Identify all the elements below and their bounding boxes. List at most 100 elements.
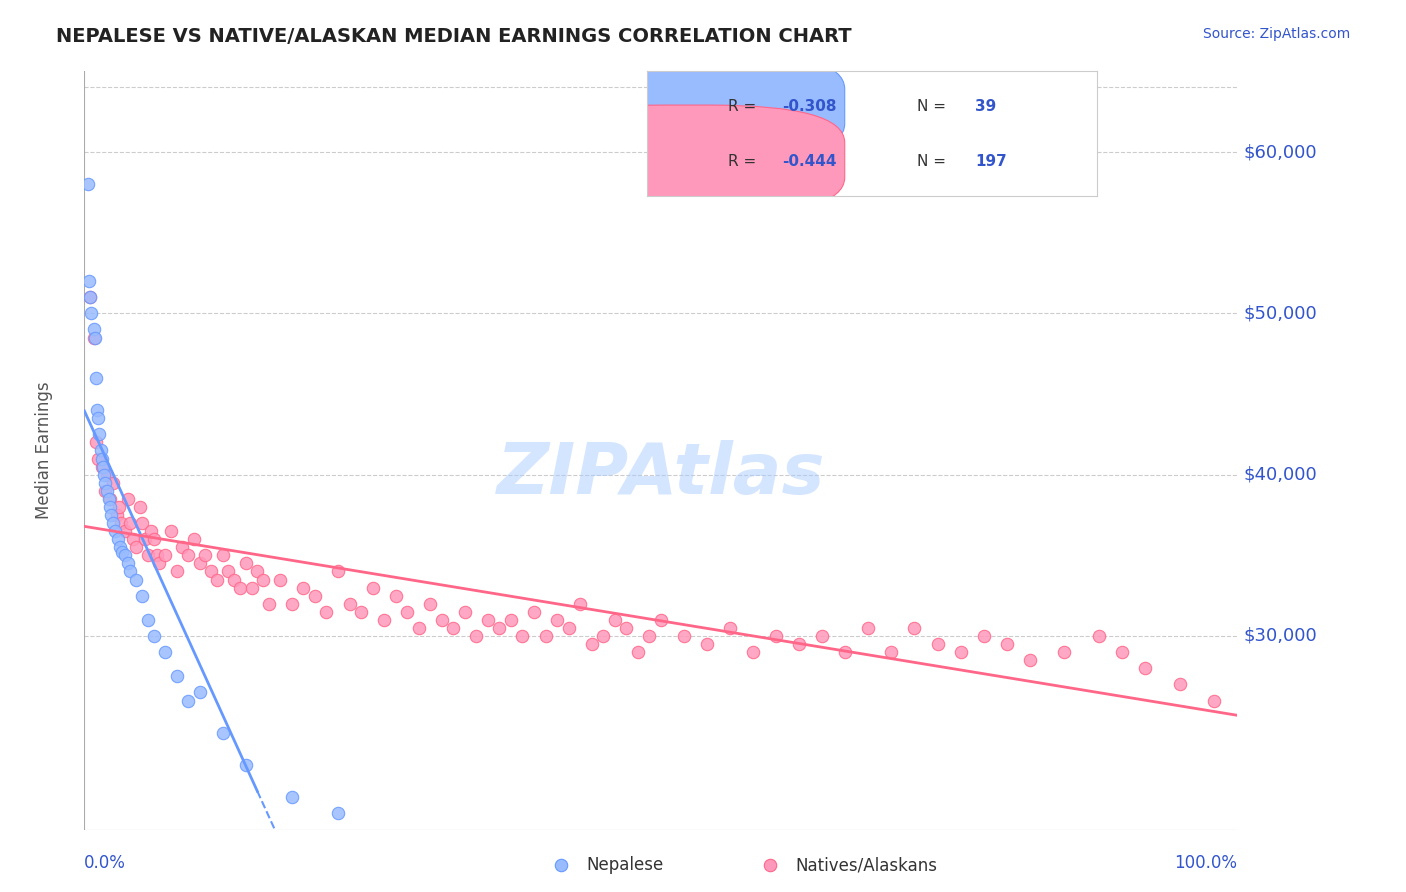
Text: 0.0%: 0.0%	[84, 854, 127, 871]
Point	[205, 573, 228, 587]
Point	[114, 524, 136, 538]
Point	[557, 621, 579, 635]
Point	[103, 516, 124, 530]
Text: N =: N =	[917, 153, 950, 169]
Text: Source: ZipAtlas.com: Source: ZipAtlas.com	[1202, 27, 1350, 41]
Point	[121, 532, 143, 546]
Point	[326, 806, 349, 821]
Point	[110, 516, 132, 530]
Point	[430, 613, 453, 627]
Point	[107, 532, 129, 546]
Point	[361, 581, 384, 595]
Point	[79, 290, 101, 304]
Point	[218, 565, 240, 579]
Point	[742, 645, 765, 659]
FancyBboxPatch shape	[530, 105, 845, 215]
Point	[188, 557, 211, 571]
Point	[89, 427, 111, 442]
Text: R =: R =	[728, 99, 761, 114]
Point	[534, 629, 557, 643]
Point	[903, 621, 925, 635]
Point	[603, 613, 626, 627]
Point	[125, 573, 148, 587]
Point	[627, 645, 650, 659]
Point	[153, 549, 176, 563]
Point	[1133, 661, 1156, 675]
Point	[858, 621, 880, 635]
Point	[638, 629, 661, 643]
Point	[1018, 653, 1040, 667]
Point	[396, 605, 419, 619]
Point	[229, 581, 252, 595]
Point	[98, 491, 121, 506]
Point	[117, 491, 139, 506]
Point	[120, 565, 142, 579]
Point	[1168, 677, 1191, 691]
Point	[111, 545, 134, 559]
Point	[326, 565, 349, 579]
Point	[136, 549, 159, 563]
Point	[96, 483, 118, 498]
Point	[384, 589, 406, 603]
Point	[166, 669, 188, 683]
Point	[787, 637, 810, 651]
Text: $30,000: $30,000	[1243, 627, 1317, 645]
Point	[488, 621, 510, 635]
Point	[581, 637, 603, 651]
Point	[240, 581, 263, 595]
Point	[97, 491, 120, 506]
Point	[269, 573, 291, 587]
Point	[183, 532, 205, 546]
Point	[252, 573, 274, 587]
Point	[211, 549, 233, 563]
Point	[153, 645, 176, 659]
Point	[408, 621, 430, 635]
Point	[246, 565, 269, 579]
Point	[973, 629, 995, 643]
Point	[172, 541, 194, 555]
Point	[83, 330, 105, 344]
Text: -0.308: -0.308	[782, 99, 837, 114]
Point	[87, 411, 110, 425]
Point	[105, 508, 128, 522]
Point	[1111, 645, 1133, 659]
Point	[79, 290, 101, 304]
Point	[373, 613, 395, 627]
Point	[949, 645, 972, 659]
Point	[304, 589, 326, 603]
Point	[131, 516, 153, 530]
Point	[880, 645, 903, 659]
Point	[108, 500, 131, 514]
Point	[100, 508, 122, 522]
Point	[235, 758, 257, 772]
Point	[194, 549, 217, 563]
Point	[419, 597, 441, 611]
Text: Natives/Alaskans: Natives/Alaskans	[796, 856, 936, 874]
Text: Median Earnings: Median Earnings	[35, 382, 53, 519]
Point	[104, 524, 127, 538]
Point	[512, 629, 534, 643]
Point	[759, 858, 782, 872]
Point	[1204, 693, 1226, 707]
Point	[84, 435, 107, 450]
Point	[134, 532, 156, 546]
Text: Nepalese: Nepalese	[586, 856, 664, 874]
Point	[77, 274, 100, 288]
Point	[76, 178, 98, 192]
Point	[96, 467, 118, 482]
Point	[131, 589, 153, 603]
Text: 100.0%: 100.0%	[1174, 854, 1237, 871]
Point	[148, 557, 170, 571]
Text: 197: 197	[976, 153, 1007, 169]
Point	[927, 637, 949, 651]
Point	[592, 629, 614, 643]
Point	[350, 605, 373, 619]
Point	[117, 557, 139, 571]
Point	[315, 605, 337, 619]
Text: ZIPAtlas: ZIPAtlas	[496, 440, 825, 509]
Point	[114, 549, 136, 563]
Point	[465, 629, 488, 643]
Point	[160, 524, 183, 538]
Point	[1053, 645, 1076, 659]
Text: $60,000: $60,000	[1243, 143, 1316, 161]
